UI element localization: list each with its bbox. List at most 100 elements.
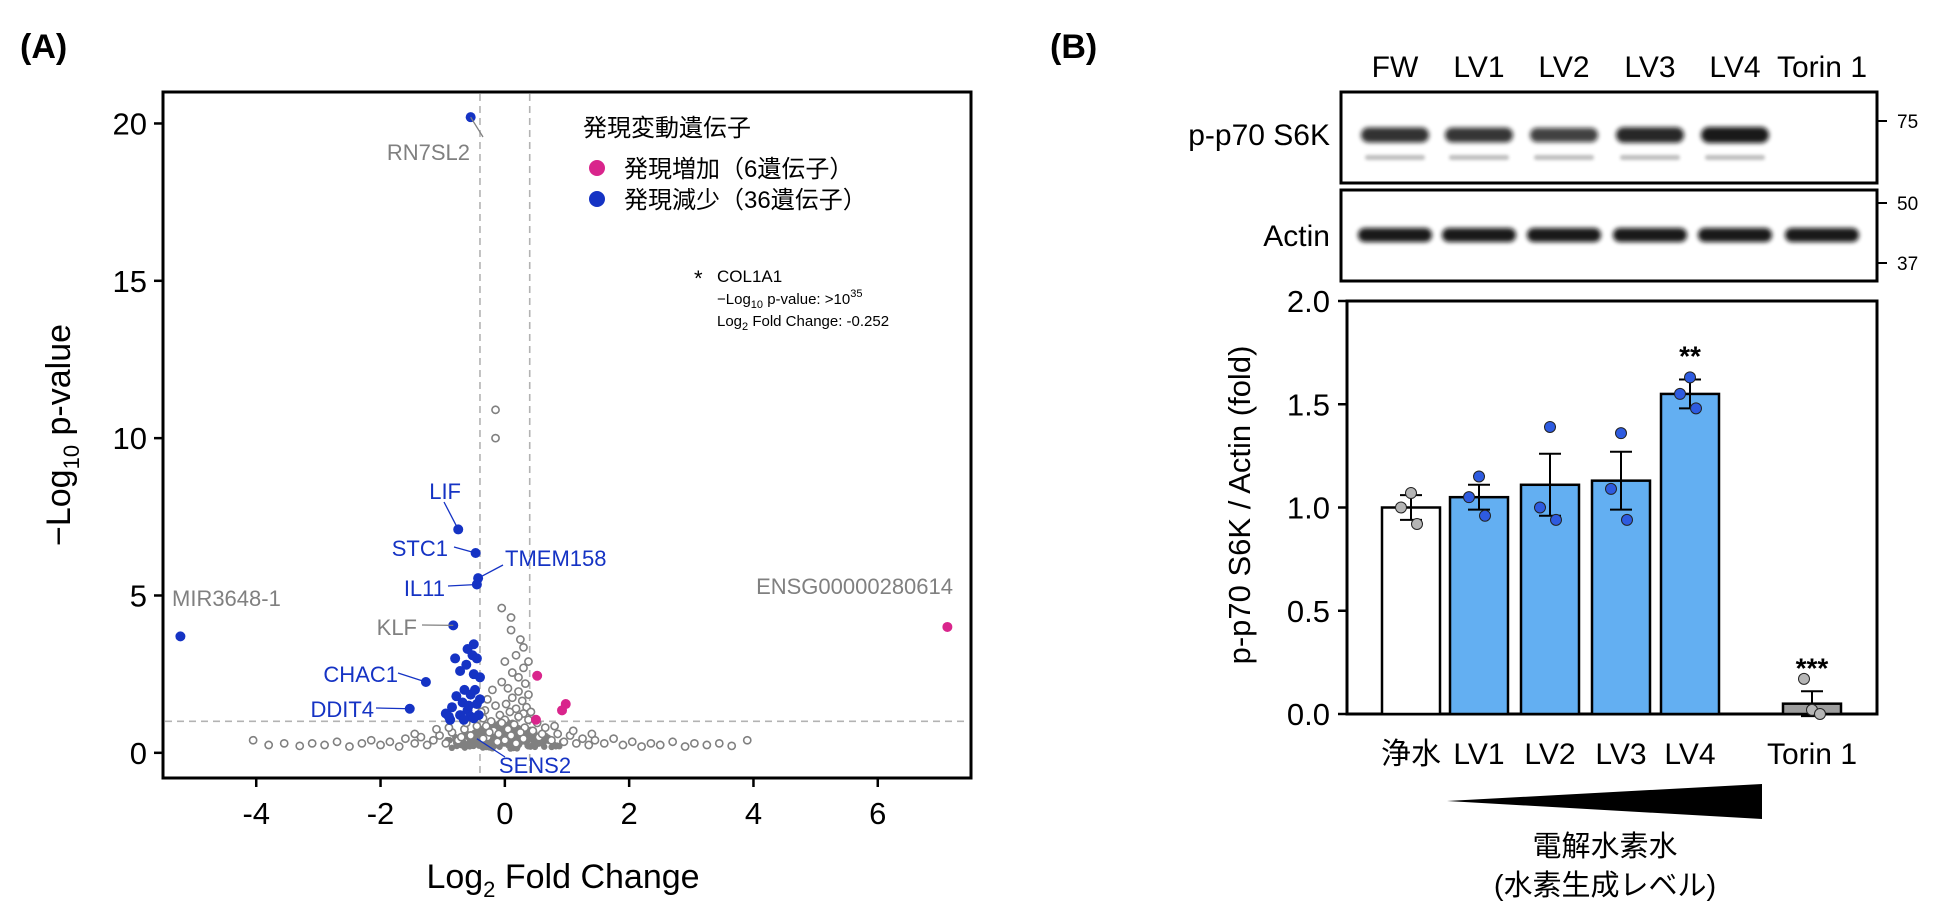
bar	[1590, 479, 1652, 716]
ns-point	[295, 741, 305, 751]
panel-b-label: (B)	[1050, 28, 1097, 66]
down-point	[450, 653, 461, 664]
ns-core-point	[475, 729, 483, 736]
ns-point	[494, 729, 504, 739]
gene-labels: RN7SL2 LIF STC1 TMEM158 IL11 KLF MIR3648-1 ENSG…	[172, 140, 953, 778]
ns-point	[444, 723, 454, 733]
bar-x-axis-labels: 浄水 LV1 LV2 LV3 LV4 Torin 1	[1381, 738, 1857, 771]
ns-core-point	[541, 743, 548, 750]
ns-point	[506, 731, 516, 740]
up-point	[532, 670, 543, 681]
ns-point	[627, 737, 637, 747]
bars	[1380, 392, 1843, 716]
ns-core-point	[448, 744, 456, 752]
replicate-point	[1544, 420, 1556, 433]
gradient-label-line2: (水素生成レベル)	[1494, 869, 1716, 902]
replicate-point	[1684, 371, 1696, 384]
replicate-point	[1550, 513, 1562, 526]
blot-band	[1442, 228, 1516, 242]
ns-point	[332, 737, 342, 747]
ns-point	[702, 740, 712, 750]
ns-point	[668, 737, 678, 747]
down-point	[468, 713, 479, 724]
gradient-label-line1: 電解水素水	[1532, 830, 1677, 863]
ns-point	[609, 734, 619, 744]
blot-band	[1445, 127, 1513, 143]
legend-title: 発現変動遺伝子	[583, 115, 751, 142]
ns-point	[511, 650, 521, 660]
mw-label-50: 50	[1897, 194, 1918, 215]
ns-point	[279, 738, 289, 748]
down-points	[175, 112, 485, 725]
bar-x-label: LV3	[1595, 738, 1646, 771]
ns-point	[578, 734, 587, 744]
legend-down-label: 発現減少（36遺伝子）	[624, 187, 867, 214]
bar-y-tick-label: 1.5	[1287, 387, 1330, 422]
ns-point	[497, 603, 507, 613]
down-point	[465, 689, 476, 700]
x-tick-label: -4	[242, 796, 270, 831]
ns-point	[491, 701, 500, 711]
gene-label: CHAC1	[323, 662, 398, 687]
ns-point	[376, 740, 385, 750]
ns-point	[514, 712, 523, 722]
ns-point	[550, 721, 559, 731]
gene-label: MIR3648-1	[172, 586, 281, 611]
leader-line	[470, 116, 484, 138]
ns-point	[503, 683, 513, 693]
mw-label-37: 37	[1897, 254, 1918, 275]
replicate-point	[1405, 487, 1417, 500]
ns-point	[553, 729, 563, 739]
ns-point	[428, 735, 438, 745]
replicate-point	[1479, 509, 1491, 522]
blot-band	[1616, 127, 1684, 143]
down-point	[458, 714, 469, 725]
significance-mark: **	[1679, 340, 1701, 371]
legend-down-marker	[589, 191, 605, 207]
ns-point	[507, 693, 517, 703]
ns-point	[511, 738, 521, 748]
ns-point	[637, 742, 646, 751]
bar-x-label: 浄水	[1381, 738, 1441, 771]
volcano-x-axis-label: Log2 Fold Change	[426, 858, 699, 902]
ns-point	[466, 731, 476, 740]
blot-band	[1613, 228, 1687, 242]
up-point	[557, 705, 568, 716]
western-blot: FW LV1 LV2 LV3 LV4 Torin 1 p-p70 S6K Actin 75…	[1188, 51, 1918, 283]
ns-point	[559, 737, 569, 747]
ns-point	[514, 672, 523, 682]
panel-a-label: (A)	[20, 28, 67, 66]
ns-point	[441, 738, 451, 748]
gene-label: IL11	[404, 576, 445, 601]
down-point	[443, 711, 454, 722]
gene-label: ENSG00000280614	[756, 574, 953, 599]
significance-marks: *****	[1679, 340, 1828, 683]
down-point	[461, 659, 472, 670]
note-star: *	[694, 266, 703, 291]
bar-x-label: Torin 1	[1767, 738, 1857, 771]
blot-lower-band	[1365, 155, 1425, 160]
ns-point	[492, 737, 502, 747]
bar-y-tick-label: 1.0	[1287, 491, 1330, 526]
replicate-point	[1798, 672, 1810, 685]
ns-point	[394, 742, 404, 751]
ns-point	[505, 707, 515, 717]
replicate-point	[1463, 491, 1475, 504]
x-tick-label: 0	[496, 796, 513, 831]
blot-row-label-actin: Actin	[1263, 220, 1330, 253]
ns-point	[515, 635, 525, 644]
blot-lower-band	[1620, 155, 1680, 160]
blot-band	[1361, 127, 1429, 143]
replicate-point	[1621, 513, 1633, 526]
ns-point	[497, 677, 507, 687]
lane-label: LV4	[1709, 51, 1760, 84]
bar-chart: 0.00.51.01.52.0 ***** 浄水 LV1 LV2 LV3 LV4 Tori…	[1222, 284, 1879, 902]
bar	[1659, 392, 1721, 716]
lane-label: LV1	[1453, 51, 1504, 84]
bar-x-label: LV1	[1453, 738, 1504, 771]
ns-point	[500, 657, 510, 666]
ns-point	[727, 741, 737, 751]
replicate-points	[1395, 371, 1826, 720]
bar-y-axis-ticks: 0.0 0.5 1.0 1.5 2.0	[1287, 284, 1347, 732]
